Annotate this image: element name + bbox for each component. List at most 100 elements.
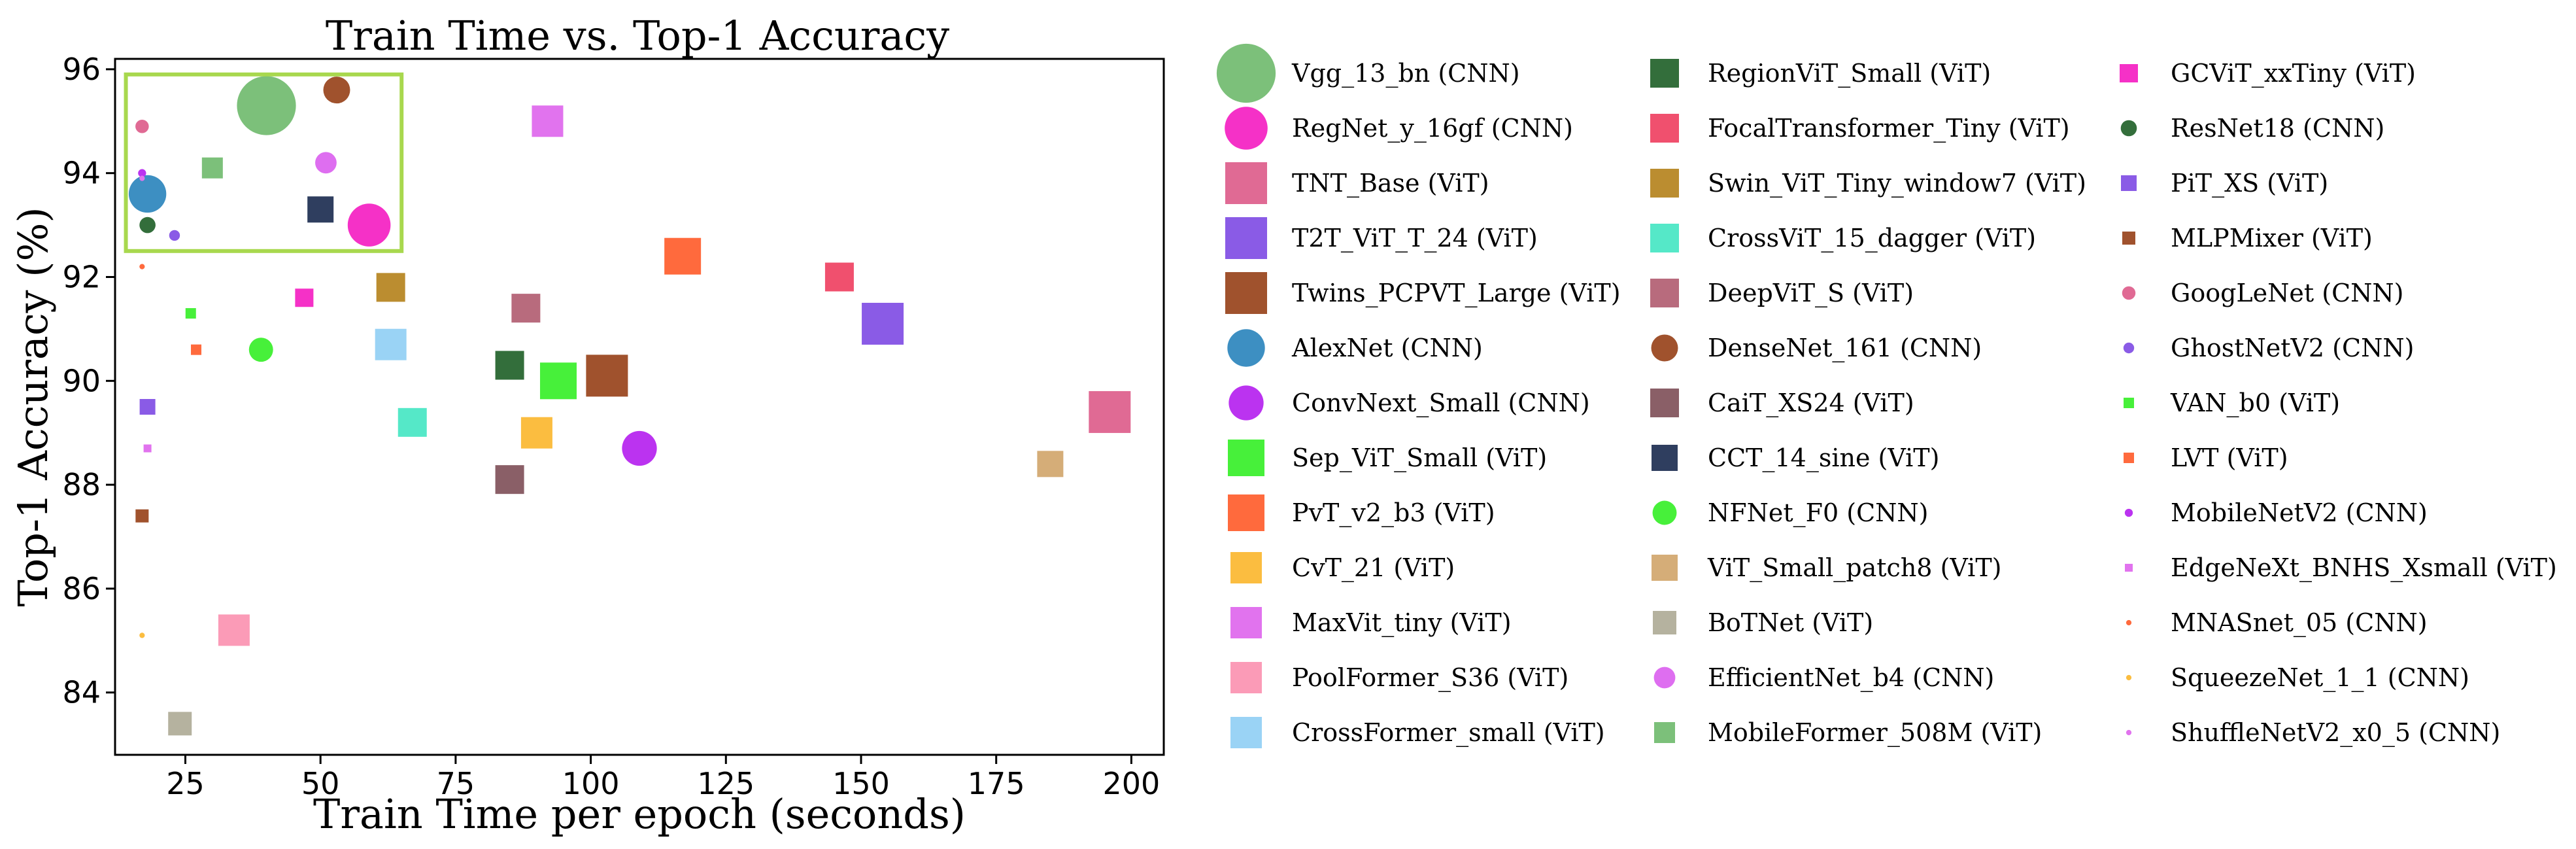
- legend-label: T2T_ViT_T_24 (ViT): [1292, 224, 1538, 253]
- legend-marker: [1652, 500, 1677, 525]
- point-twins_pcpvt_large: [586, 355, 628, 397]
- point-densenet_161: [323, 77, 350, 104]
- legend-item: Swin_ViT_Tiny_window7 (ViT): [1650, 169, 2086, 198]
- x-tick-label: 75: [437, 766, 475, 801]
- point-pvt_v2_b3: [664, 237, 702, 275]
- y-tick-label: 90: [62, 363, 101, 398]
- legend-item: CrossFormer_small (ViT): [1230, 717, 1605, 748]
- legend-label: MobileFormer_508M (ViT): [1708, 718, 2042, 748]
- legend-label: EfficientNet_b4 (CNN): [1708, 663, 1994, 693]
- x-tick-label: 175: [968, 766, 1025, 801]
- legend-label: NFNet_F0 (CNN): [1708, 498, 1928, 528]
- point-resnet18: [139, 217, 156, 234]
- point-cct_14_sine: [307, 196, 334, 223]
- point-alexnet: [128, 175, 167, 213]
- point-botnet: [168, 712, 192, 736]
- legend-marker: [1652, 445, 1678, 471]
- y-tick-label: 96: [62, 52, 101, 87]
- point-gcvit_xxtiny: [295, 288, 314, 307]
- point-deepvit_s: [511, 294, 541, 323]
- legend-label: FocalTransformer_Tiny (ViT): [1708, 114, 2070, 143]
- point-squeezenet_1_1: [139, 632, 145, 638]
- legend-label: RegNet_y_16gf (CNN): [1292, 114, 1573, 143]
- legend-marker: [1230, 717, 1262, 748]
- legend-label: MaxVit_tiny (ViT): [1292, 608, 1512, 638]
- legend-item: MobileNetV2 (CNN): [2124, 498, 2428, 527]
- y-tick-label: 84: [62, 675, 101, 710]
- y-tick-label: 94: [62, 156, 101, 191]
- point-maxvit_tiny: [532, 105, 564, 137]
- legend-label: RegionViT_Small (ViT): [1708, 59, 1991, 88]
- legend-label: EdgeNeXt_BNHS_Xsmall (ViT): [2171, 553, 2557, 583]
- legend-marker: [2126, 619, 2132, 626]
- legend-item: T2T_ViT_T_24 (ViT): [1225, 217, 1538, 259]
- x-axis-label: Train Time per epoch (seconds): [313, 790, 966, 838]
- legend-item: ViT_Small_patch8 (ViT): [1652, 553, 2002, 583]
- legend-item: VAN_b0 (ViT): [2124, 389, 2340, 418]
- x-tick-label: 200: [1102, 766, 1160, 801]
- point-regnet_y_16gf: [347, 203, 391, 247]
- legend-marker: [2121, 175, 2137, 191]
- legend-label: PvT_v2_b3 (ViT): [1292, 498, 1495, 528]
- legend-label: Swin_ViT_Tiny_window7 (ViT): [1708, 169, 2086, 198]
- point-pit_xs: [139, 399, 156, 415]
- legend-item: AlexNet (CNN): [1227, 329, 1483, 367]
- legend-marker: [1225, 272, 1267, 314]
- point-nfnet_f0: [248, 338, 273, 362]
- legend-marker: [1650, 389, 1679, 417]
- chart-title: Train Time vs. Top-1 Accuracy: [326, 12, 949, 60]
- legend-marker: [1230, 607, 1262, 638]
- legend-label: BoTNet (ViT): [1708, 608, 1873, 637]
- legend-marker: [2120, 120, 2137, 137]
- legend-marker: [1650, 224, 1679, 252]
- plot-area-frame: [114, 58, 1165, 756]
- point-cvt_21: [520, 417, 552, 449]
- legend-label: ShuffleNetV2_x0_5 (CNN): [2171, 718, 2500, 748]
- point-googlenet: [135, 119, 149, 133]
- point-sep_vit_small: [539, 362, 577, 400]
- legend-marker: [1225, 162, 1267, 204]
- legend-marker: [1650, 169, 1679, 198]
- y-axis-label: Top-1 Accuracy (%): [9, 207, 57, 606]
- legend-item: BoTNet (ViT): [1653, 608, 1873, 637]
- legend-marker: [1650, 114, 1679, 143]
- highlight-box: [124, 72, 404, 253]
- legend-marker: [2122, 232, 2135, 245]
- point-vgg_13_bn: [237, 76, 296, 135]
- point-mobileformer_508m: [201, 157, 223, 179]
- legend-label: PoolFormer_S36 (ViT): [1292, 663, 1568, 693]
- point-vit_small_patch8: [1037, 451, 1064, 477]
- y-axis: 84 86 88 90 92 94 96: [62, 52, 115, 710]
- legend-item: MNASnet_05 (CNN): [2126, 608, 2428, 638]
- x-tick-label: 100: [562, 766, 620, 801]
- point-shufflenetv2_x0_5: [139, 175, 145, 181]
- legend-label: GCViT_xxTiny (ViT): [2171, 59, 2416, 88]
- legend-marker: [1228, 494, 1264, 531]
- legend-item: CaiT_XS24 (ViT): [1650, 389, 1914, 418]
- legend-item: EdgeNeXt_BNHS_Xsmall (ViT): [2125, 553, 2557, 583]
- x-tick-label: 125: [697, 766, 754, 801]
- point-tnt_base: [1089, 390, 1131, 433]
- x-tick-label: 150: [832, 766, 890, 801]
- legend-marker: [2124, 398, 2134, 408]
- legend-item: LVT (ViT): [2124, 443, 2288, 472]
- y-tick-label: 88: [62, 467, 101, 502]
- legend-item: DenseNet_161 (CNN): [1651, 334, 1982, 363]
- legend-label: AlexNet (CNN): [1291, 334, 1483, 362]
- legend-marker: [1650, 59, 1679, 88]
- legend: Vgg_13_bn (CNN) RegNet_y_16gf (CNN) TNT_Ba…: [1216, 43, 2557, 748]
- legend-label: MLPMixer (ViT): [2171, 224, 2373, 252]
- legend-marker: [1230, 552, 1262, 583]
- legend-marker: [2120, 64, 2138, 82]
- legend-label: VAN_b0 (ViT): [2170, 389, 2340, 418]
- legend-marker: [2124, 453, 2134, 463]
- point-mnasnet_05: [139, 264, 145, 269]
- legend-label: CCT_14_sine (ViT): [1708, 443, 1939, 473]
- legend-marker: [2126, 674, 2132, 681]
- legend-item: MaxVit_tiny (ViT): [1230, 607, 1512, 638]
- legend-marker: [1228, 440, 1264, 476]
- legend-item: DeepViT_S (ViT): [1650, 279, 1914, 308]
- point-lvt: [191, 344, 202, 355]
- point-ghostnetv2: [169, 230, 180, 241]
- legend-marker: [1652, 555, 1678, 581]
